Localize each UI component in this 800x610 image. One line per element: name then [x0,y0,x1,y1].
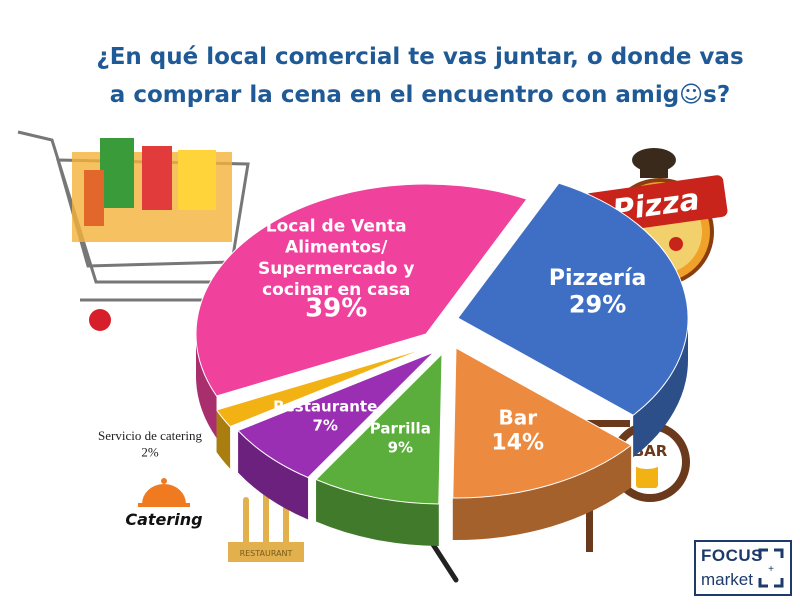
chart-title: ¿En qué local comercial te vas juntar, o… [60,38,780,114]
pie-side-restaurante [238,430,309,520]
pie-slice-bar [452,347,633,499]
slice-name-restaurante: Restaurante [273,398,377,416]
pie-slice-local-de-venta-alimentos-supermercado-y-cocinar-en-casa [195,183,528,397]
slice-value-bar: 14% [491,430,544,455]
slice-name-pizzer-a: Pizzería [549,266,646,291]
focus-market-logo: FOCUS market + [694,540,792,596]
pie-slices [195,182,689,546]
pie-side-pizzer-a [633,318,688,458]
slice-value-parrilla: 9% [388,438,413,456]
pie-side-local-de-venta-alimentos-supermercado-y-cocinar-en-casa [196,334,217,438]
logo-line-2: market [701,570,753,589]
catering-text: Catering [125,510,202,529]
title-line-1: ¿En qué local comercial te vas juntar, o… [96,44,744,70]
slice-name-local-de-venta-alimentos-supermercado-y-cocinar-en-casa: Supermercado y [258,259,414,279]
slice-name-servicio-de-catering: Servicio de catering [98,428,202,443]
slice-label-restaurante: Restaurante 7% [273,398,377,435]
slice-value-restaurante: 7% [312,416,337,434]
catering-icon: Catering [125,478,203,529]
pie-side-parrilla [316,479,439,546]
slice-name-parrilla: Parrilla [370,420,431,438]
title-line-2: a comprar la cena en el encuentro con am… [109,82,731,108]
logo-line-1: FOCUS [701,546,763,565]
slice-value-pizzer-a: 29% [569,291,626,319]
shopping-cart-icon [17,130,250,331]
logo-frame-icon: + [758,548,784,588]
pie-side-bar [452,445,632,540]
slice-name-local-de-venta-alimentos-supermercado-y-cocinar-en-casa: cocinar en casa [262,280,410,300]
slice-label-parrilla: Parrilla 9% [370,420,431,457]
slice-label-pizzer-a: Pizzería 29% [549,266,646,319]
pie-slice-parrilla [315,352,443,505]
slice-label-bar: Bar 14% [491,405,544,455]
slice-name-local-de-venta-alimentos-supermercado-y-cocinar-en-casa: Alimentos/ [285,238,388,258]
pie-slice-restaurante [237,351,435,479]
slice-value-servicio-de-catering: 2% [141,444,159,459]
slice-value-local-de-venta-alimentos-supermercado-y-cocinar-en-casa: 39% [305,293,367,323]
pie-slice-servicio-de-catering [215,347,427,428]
svg-text:+: + [768,564,774,575]
slice-label-local-de-venta-alimentos-supermercado-y-cocinar-en-casa: Local de Venta Alimentos/Supermercado y co… [258,216,414,323]
slice-label-servicio-de-catering: Servicio de catering 2% [98,428,202,459]
slice-name-bar: Bar [498,405,537,429]
pie-slice-pizzer-a [457,182,689,416]
pie-labels: Pizzería 29%Bar 14%Parrilla 9%Restaurante 7%… [98,216,646,459]
pie-side-servicio-de-catering [216,409,231,469]
slice-name-local-de-venta-alimentos-supermercado-y-cocinar-en-casa: Local de Venta [266,216,407,236]
restaurant-badge-text: RESTAURANT [240,549,293,558]
